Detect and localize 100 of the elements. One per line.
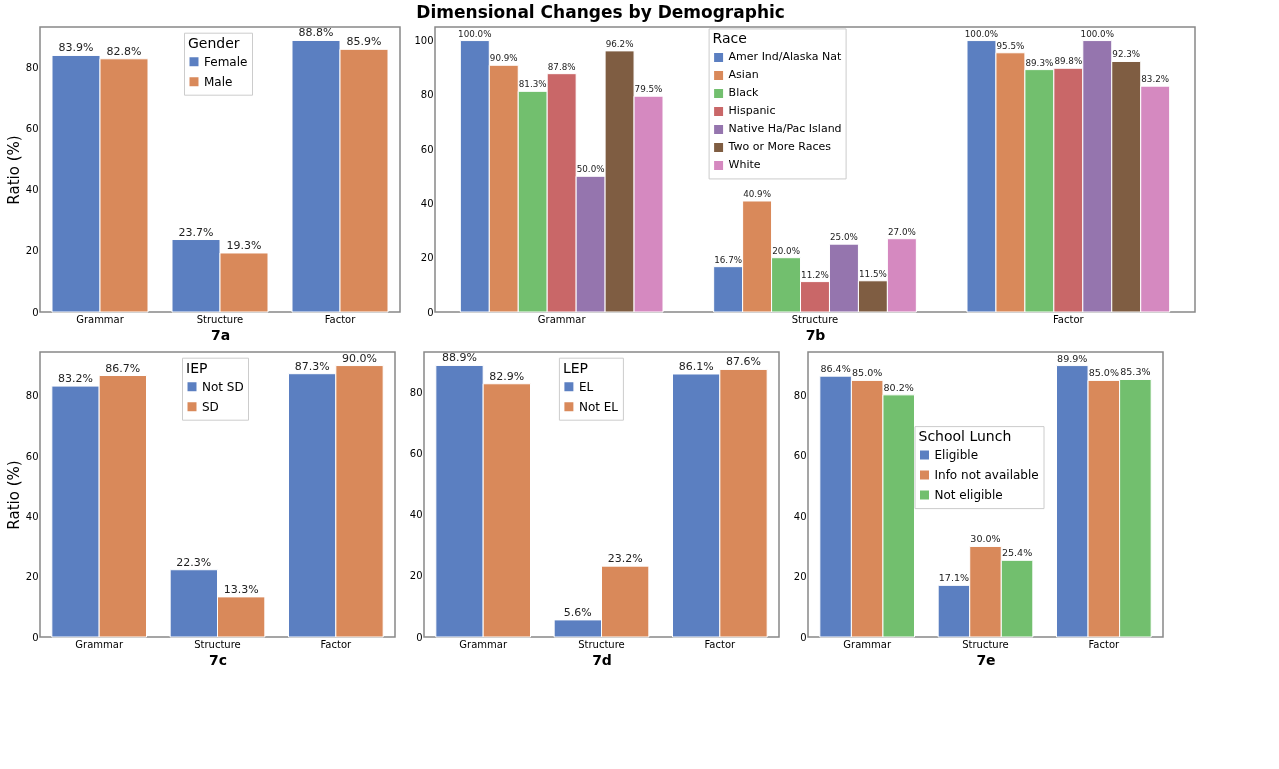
data-label: 50.0% — [576, 164, 605, 175]
data-label: 23.2% — [607, 552, 643, 566]
data-label: 22.3% — [176, 555, 212, 569]
y-tick-label: 40 — [793, 510, 807, 522]
y-tick-label: 80 — [25, 61, 39, 73]
x-tick-label: Grammar — [75, 638, 124, 650]
data-label: 95.5% — [996, 40, 1025, 51]
y-tick-label: 0 — [427, 306, 434, 318]
data-label: 25.4% — [1001, 547, 1033, 559]
legend-title: Gender — [188, 34, 240, 51]
data-label: 100.0% — [964, 28, 999, 39]
data-label: 20.0% — [772, 245, 800, 256]
legend-label: Not EL — [578, 399, 619, 414]
legend-label: Male — [204, 74, 233, 89]
y-tick-label: 40 — [409, 509, 423, 521]
data-label: 89.3% — [1025, 57, 1054, 68]
data-label: 79.5% — [634, 84, 663, 95]
legend-label: Amer Ind/Alaska Nat — [728, 50, 842, 64]
y-tick-label: 40 — [420, 197, 434, 209]
legend-title: LEP — [562, 359, 588, 376]
legend-label: Asian — [728, 68, 759, 82]
legend-label: Not eligible — [934, 488, 1003, 503]
data-label: 25.0% — [830, 232, 858, 243]
x-axis-title: 7a — [210, 326, 231, 343]
data-label: 11.2% — [801, 269, 829, 280]
legend-title: IEP — [186, 359, 208, 376]
data-label: 86.1% — [678, 359, 714, 373]
data-label: 92.3% — [1112, 49, 1141, 60]
y-tick-label: 20 — [793, 571, 807, 583]
x-tick-label: Grammar — [76, 313, 125, 325]
y-tick-label: 60 — [25, 123, 39, 135]
y-axis-title: Ratio (%) — [4, 135, 23, 205]
legend-label: Info not available — [934, 468, 1039, 483]
y-tick-label: 20 — [25, 571, 39, 583]
data-label: 89.8% — [1054, 56, 1083, 67]
y-tick-label: 80 — [420, 89, 434, 101]
y-tick-label: 20 — [25, 245, 39, 257]
y-tick-label: 60 — [409, 448, 423, 460]
data-label: 30.0% — [970, 533, 1001, 545]
x-tick-label: Factor — [324, 313, 357, 325]
data-label: 88.8% — [298, 26, 334, 40]
x-tick-label: Structure — [791, 313, 839, 325]
y-tick-label: 60 — [793, 450, 807, 462]
data-label: 90.0% — [342, 351, 377, 365]
data-label: 89.9% — [1057, 352, 1088, 364]
data-label: 86.4% — [820, 363, 851, 375]
x-tick-label: Grammar — [459, 638, 508, 650]
data-label: 13.3% — [223, 582, 259, 596]
legend-label: Hispanic — [728, 104, 776, 118]
data-label: 82.9% — [489, 369, 525, 383]
data-label: 83.9% — [58, 41, 94, 55]
data-label: 88.9% — [442, 351, 477, 365]
data-label: 85.0% — [851, 367, 883, 379]
data-label: 96.2% — [605, 38, 634, 49]
legend-label: SD — [202, 399, 219, 414]
data-label: 85.0% — [1088, 367, 1120, 379]
x-tick-label: Structure — [194, 638, 241, 650]
data-label: 85.3% — [1120, 366, 1151, 378]
data-label: 16.7% — [714, 254, 743, 265]
data-label: 87.8% — [547, 61, 576, 72]
legend-label: Eligible — [934, 448, 979, 463]
chart-title: Dimensional Changes by Demographic — [416, 2, 785, 23]
data-label: 100.0% — [458, 28, 492, 39]
legend-label: Two or More Races — [727, 140, 832, 154]
y-tick-label: 80 — [25, 390, 39, 402]
data-label: 87.6% — [726, 355, 761, 369]
y-tick-label: 40 — [25, 184, 39, 196]
x-tick-label: Structure — [196, 313, 244, 325]
data-label: 100.0% — [1080, 28, 1114, 39]
y-tick-label: 0 — [416, 631, 423, 643]
x-tick-label: Structure — [578, 638, 625, 650]
x-tick-label: Grammar — [537, 313, 587, 325]
legend-label: Black — [728, 86, 759, 100]
data-label: 17.1% — [938, 572, 970, 584]
y-axis-title: Ratio (%) — [4, 460, 23, 530]
x-tick-label: Factor — [1088, 638, 1121, 650]
x-tick-label: Factor — [704, 638, 737, 650]
y-tick-label: 80 — [409, 387, 423, 399]
y-tick-label: 80 — [793, 389, 807, 401]
data-label: 83.2% — [1141, 74, 1170, 85]
data-label: 81.3% — [518, 79, 547, 90]
data-label: 11.5% — [858, 268, 887, 279]
data-label: 19.3% — [226, 238, 262, 252]
x-tick-label: Grammar — [843, 638, 892, 650]
data-label: 86.7% — [105, 361, 141, 375]
legend-label: Native Ha/Pac Island — [728, 122, 842, 136]
y-tick-label: 100 — [414, 35, 434, 47]
data-label: 5.6% — [563, 605, 592, 619]
x-tick-label: Structure — [962, 638, 1009, 650]
x-tick-label: Factor — [320, 638, 353, 650]
legend-label: White — [728, 158, 761, 172]
legend-title: School Lunch — [918, 428, 1012, 445]
y-tick-label: 60 — [420, 143, 434, 155]
x-axis-title: 7c — [208, 651, 228, 668]
y-tick-label: 60 — [25, 450, 39, 462]
data-label: 23.7% — [178, 225, 214, 239]
y-tick-label: 40 — [25, 510, 39, 522]
data-label: 87.3% — [294, 359, 330, 373]
data-label: 83.2% — [58, 372, 93, 386]
y-tick-label: 0 — [32, 306, 39, 318]
